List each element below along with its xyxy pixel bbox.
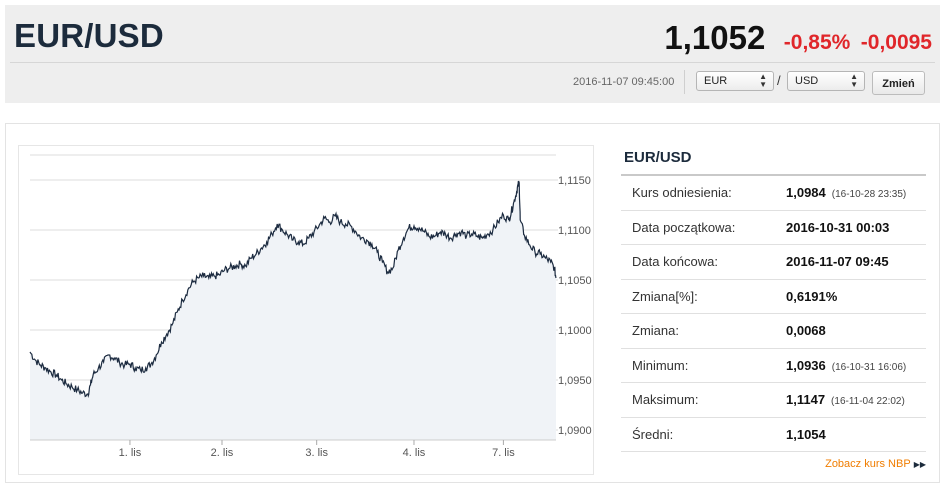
y-tick-label: 1,0950 <box>558 375 592 387</box>
stats-value-text: 2016-11-07 09:45 <box>786 254 889 269</box>
y-tick-label: 1,0900 <box>558 425 592 437</box>
stats-value-text: 2016-10-31 00:03 <box>786 219 890 235</box>
x-tick-label: 1. lis <box>119 447 142 459</box>
stats-value: 2016-10-31 00:03 <box>786 220 889 235</box>
stats-label: Kurs odniesienia: <box>632 185 732 200</box>
stats-value-text: 1,1147 <box>786 392 826 407</box>
stats-row: Maksimum: 1,1147 (16-11-04 22:02) <box>621 383 926 418</box>
stats-value-text: 0,0068 <box>786 323 826 338</box>
stats-value: 2016-11-07 09:45 <box>786 254 889 269</box>
price-area <box>30 180 556 440</box>
stats-label: Data końcowa: <box>632 254 718 269</box>
x-tick-label: 3. lis <box>305 447 328 459</box>
y-tick-label: 1,1050 <box>558 275 592 287</box>
stats-label: Maksimum: <box>632 392 699 407</box>
double-arrow-right-icon: ▶▶ <box>913 460 926 469</box>
change-absolute: -0,0095 <box>860 31 932 54</box>
stats-value-text: 0,6191% <box>786 288 838 304</box>
y-tick-label: 1,1000 <box>558 325 592 337</box>
y-axis: 1,1150 1,1100 1,1050 1,1000 1,0950 1,0900 <box>558 175 592 437</box>
stats-value-text: 1,1054 <box>786 426 826 442</box>
change-percent: -0,85% <box>783 31 851 54</box>
stats-label: Średni: <box>632 426 674 442</box>
quote-currency-value: USD <box>795 75 819 87</box>
nbp-link-label: Zobacz kurs NBP <box>825 458 911 470</box>
pair-title: EUR/USD <box>14 17 164 54</box>
header-divider <box>10 62 935 63</box>
quote-timestamp: 2016-11-07 09:45:00 <box>573 76 675 88</box>
stats-row: Data początkowa: 2016-10-31 00:03 <box>621 211 926 245</box>
stats-note: (16-10-28 23:35) <box>831 189 907 200</box>
stats-value: 0,6191% <box>786 289 837 304</box>
stats-panel: EUR/USD Kurs odniesienia: 1,0984 (16-10-28… <box>621 146 926 452</box>
select-arrows-icon: ▲ ▼ <box>759 72 767 89</box>
x-tick-label: 4. lis <box>403 447 426 459</box>
stats-title: EUR/USD <box>621 146 926 176</box>
quote-header: EUR/USD 1,1052 -0,85% -0,0095 <box>5 5 940 103</box>
stats-value: 1,1054 <box>786 427 826 442</box>
stats-value: 0,0068 <box>786 323 826 338</box>
stats-label: Zmiana: <box>632 323 679 338</box>
y-tick-label: 1,1100 <box>558 225 591 237</box>
toolbar-separator <box>684 70 685 94</box>
x-axis: 1. lis 2. lis 3. lis 4. lis 7. lis <box>30 439 556 459</box>
stats-note: (16-11-04 22:02) <box>831 396 905 407</box>
stats-label: Data początkowa: <box>632 219 736 235</box>
stats-row: Kurs odniesienia: 1,0984 (16-10-28 23:35) <box>621 176 926 211</box>
stats-row: Zmiana[%]: 0,6191% <box>621 280 926 314</box>
price-line <box>29 180 557 399</box>
stats-value: 1,0984 (16-10-28 23:35) <box>786 185 906 200</box>
stats-row: Data końcowa: 2016-11-07 09:45 <box>621 245 926 280</box>
x-tick-label: 7. lis <box>492 447 515 459</box>
stats-value-text: 1,0984 <box>786 185 826 200</box>
stats-label: Minimum: <box>632 357 689 373</box>
stats-label: Zmiana[%]: <box>632 288 698 304</box>
stats-value: 1,1147 (16-11-04 22:02) <box>786 392 905 407</box>
stats-row: Średni: 1,1054 <box>621 418 926 452</box>
quote-currency-select[interactable]: USD ▲ ▼ <box>787 71 865 91</box>
current-rate: 1,1052 <box>664 19 766 56</box>
rate-box: 1,1052 -0,85% -0,0095 <box>664 19 932 57</box>
stats-value: 1,0936 (16-10-31 16:06) <box>786 358 906 373</box>
base-currency-value: EUR <box>704 75 728 87</box>
y-tick-label: 1,1150 <box>558 175 591 187</box>
stats-value-text: 1,0936 <box>786 357 826 373</box>
base-currency-select[interactable]: EUR ▲ ▼ <box>696 71 774 91</box>
stats-note: (16-10-31 16:06) <box>831 361 907 373</box>
nbp-rate-link[interactable]: Zobacz kurs NBP ▶▶ <box>825 458 926 470</box>
stats-row: Zmiana: 0,0068 <box>621 314 926 349</box>
change-button[interactable]: Zmień <box>872 71 925 95</box>
x-tick-label: 2. lis <box>211 447 234 459</box>
select-arrows-icon: ▲ ▼ <box>850 72 858 89</box>
stats-row: Minimum: 1,0936 (16-10-31 16:06) <box>621 349 926 383</box>
currency-slash: / <box>777 73 781 88</box>
price-chart: 1,1150 1,1100 1,1050 1,1000 1,0950 1,0900 1. … <box>29 154 592 459</box>
